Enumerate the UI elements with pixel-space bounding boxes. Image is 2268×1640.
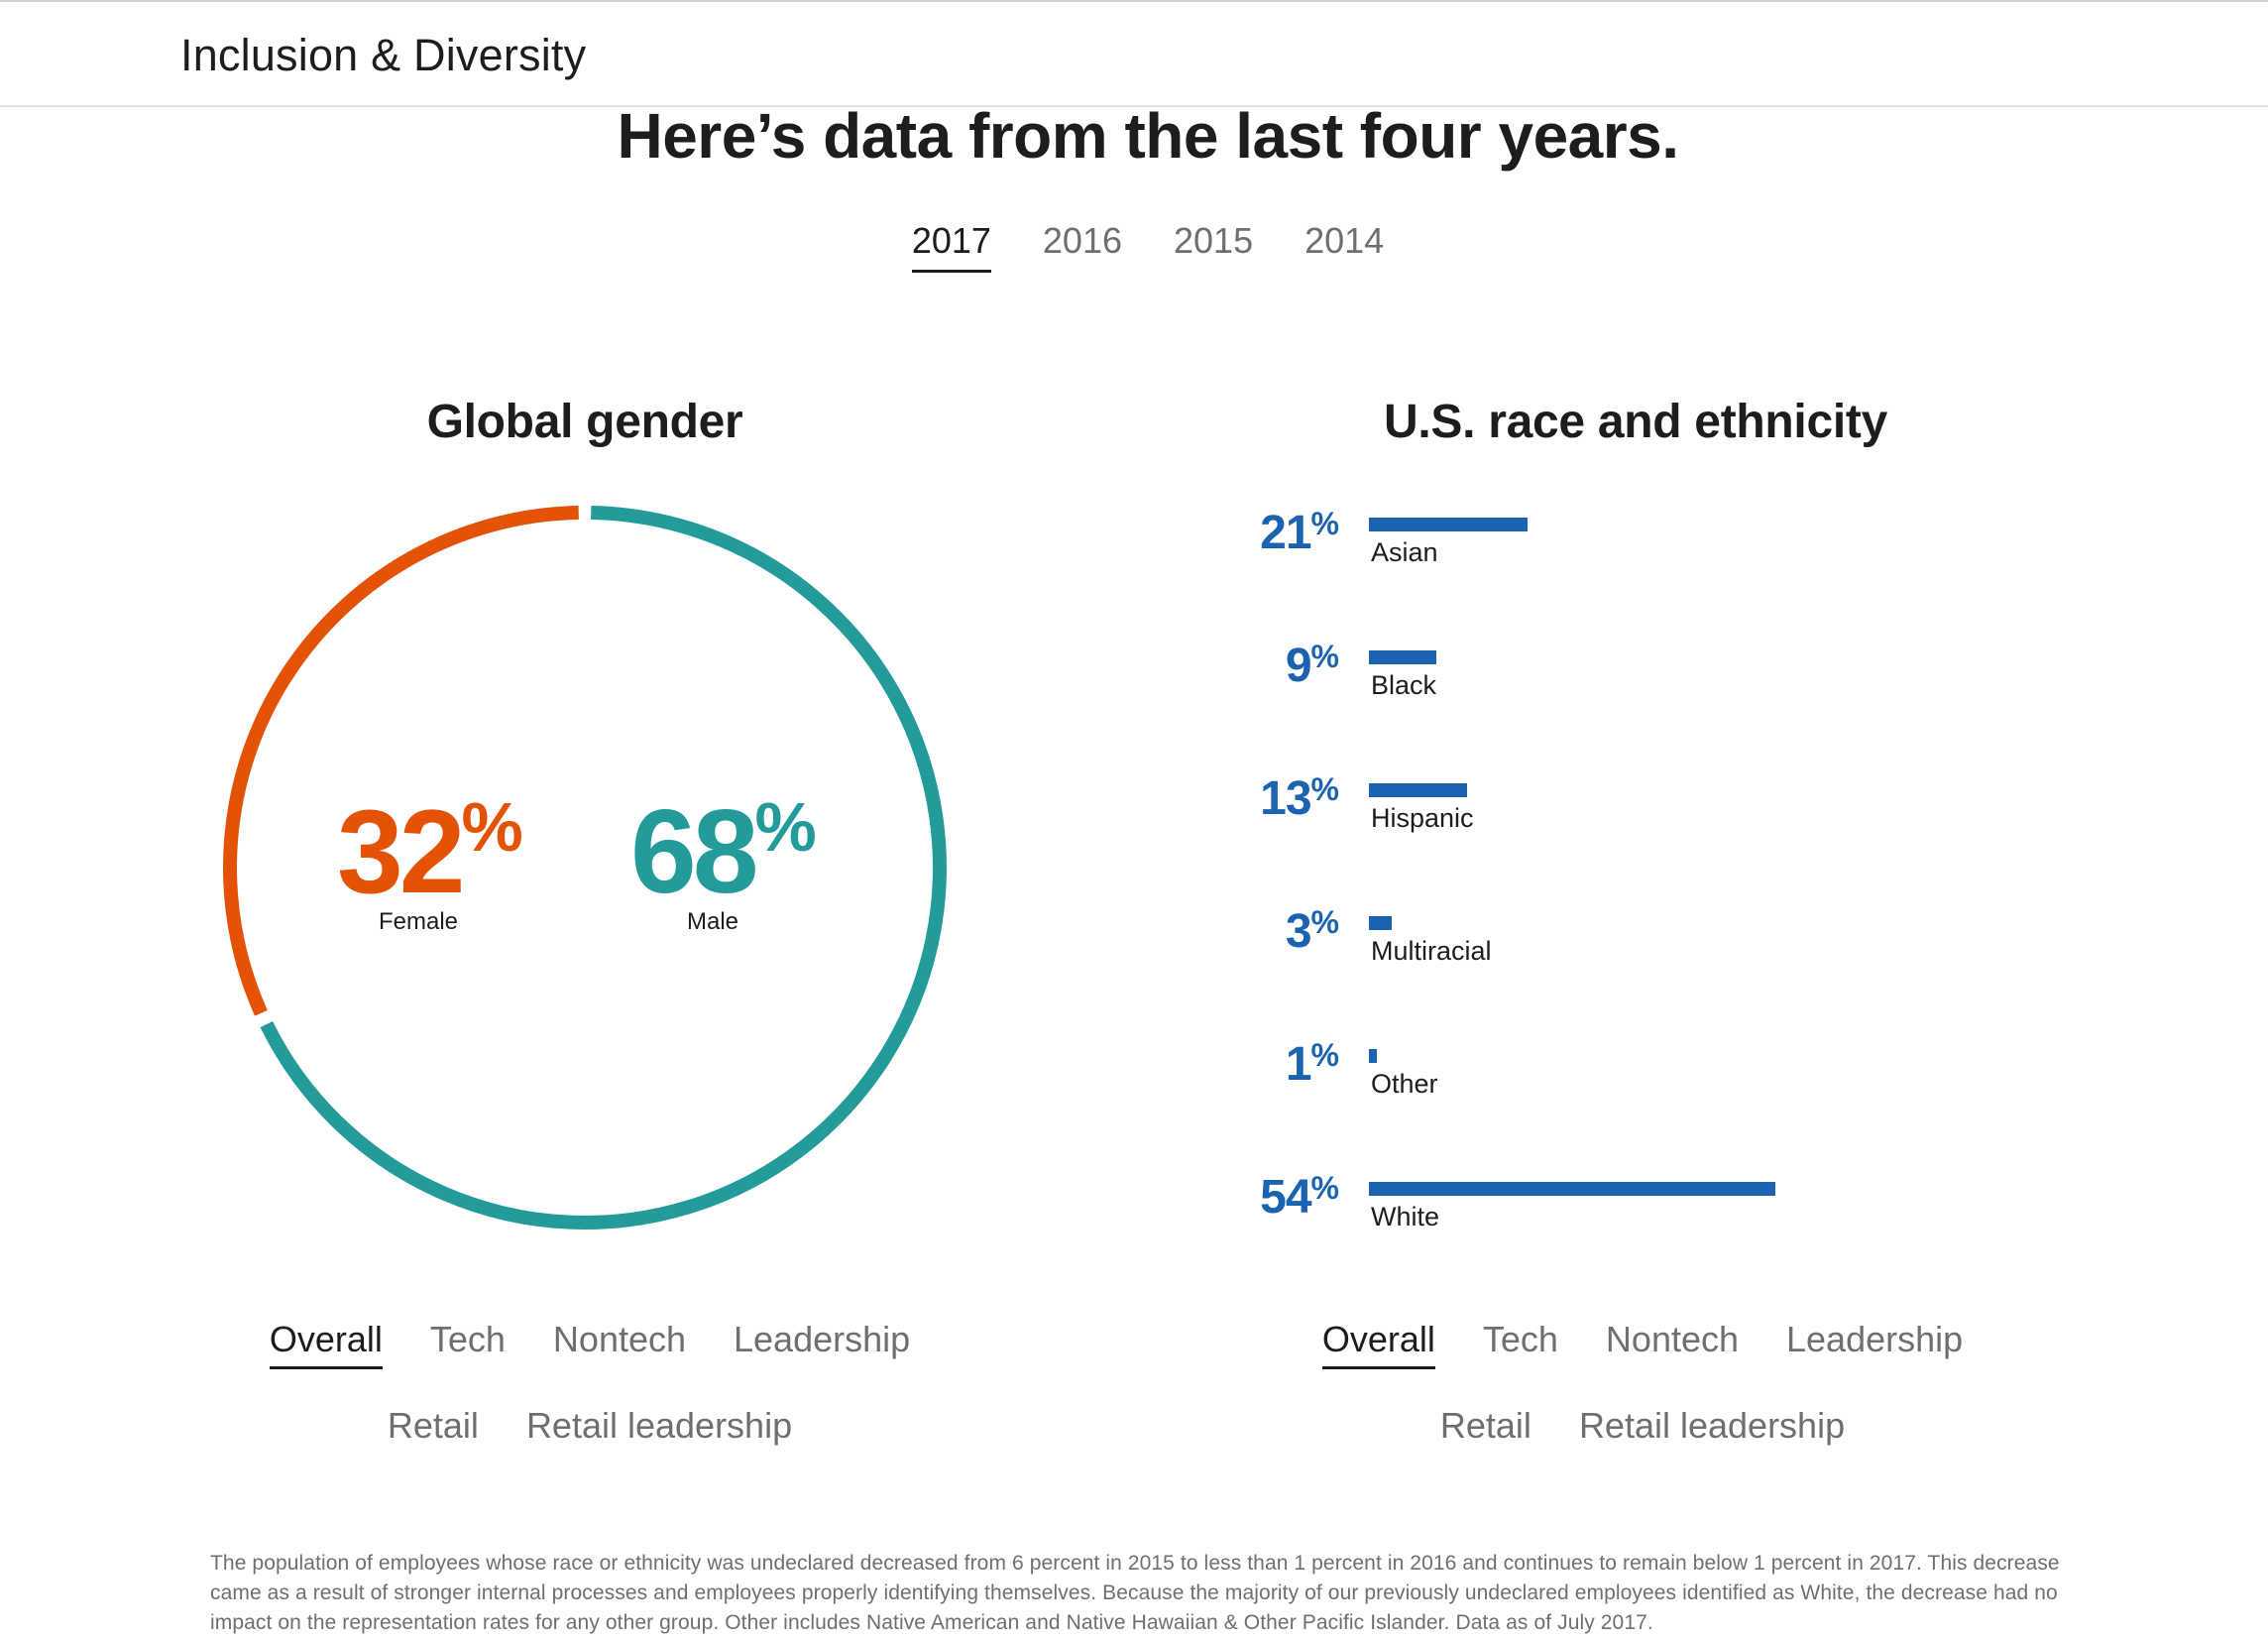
race-tab-retail[interactable]: Retail bbox=[1439, 1405, 1531, 1446]
race-category-tabs: Overall Tech Nontech Leadership Retail R… bbox=[1261, 1319, 2024, 1491]
race-row-black: 9% Black bbox=[0, 639, 2268, 728]
male-arc bbox=[260, 506, 947, 1230]
race-bar bbox=[1369, 916, 1392, 930]
top-border bbox=[0, 0, 2268, 2]
page-headline: Here’s data from the last four years. bbox=[617, 100, 1679, 172]
race-bar bbox=[1369, 1182, 1776, 1196]
year-tab-2014[interactable]: 2014 bbox=[1304, 220, 1385, 261]
male-label: Male bbox=[686, 908, 739, 935]
race-value: 54 bbox=[1260, 1171, 1311, 1224]
race-row-multiracial: 3% Multiracial bbox=[0, 904, 2268, 994]
year-tabs: 2017 2016 2015 2014 bbox=[0, 220, 2268, 273]
year-tab-2015[interactable]: 2015 bbox=[1174, 220, 1254, 261]
race-unit: % bbox=[1310, 1170, 1339, 1206]
race-row-white: 54% White bbox=[0, 1170, 2268, 1259]
gender-ring-chart bbox=[223, 506, 947, 1230]
race-tab-retail-leadership[interactable]: Retail leadership bbox=[1578, 1405, 1846, 1446]
gender-tab-leadership[interactable]: Leadership bbox=[734, 1319, 911, 1359]
race-label: Asian bbox=[1371, 537, 1438, 567]
race-label: Multiracial bbox=[1371, 936, 1492, 966]
race-percentage: 21% bbox=[1260, 506, 1339, 560]
race-unit: % bbox=[1310, 506, 1339, 541]
race-bar bbox=[1369, 650, 1437, 664]
race-value: 1 bbox=[1285, 1038, 1312, 1091]
gender-tab-nontech[interactable]: Nontech bbox=[552, 1319, 687, 1359]
race-percentage: 13% bbox=[1260, 771, 1339, 826]
gender-tab-retail[interactable]: Retail bbox=[387, 1405, 479, 1446]
local-nav: Inclusion & Diversity bbox=[0, 2, 2268, 107]
race-unit: % bbox=[1310, 904, 1339, 940]
race-value: 21 bbox=[1260, 507, 1311, 559]
female-unit: % bbox=[461, 788, 523, 866]
race-percentage: 9% bbox=[1286, 639, 1339, 693]
race-chart-title: U.S. race and ethnicity bbox=[1384, 396, 1887, 448]
female-arc bbox=[223, 506, 579, 1016]
female-label: Female bbox=[378, 908, 459, 935]
male-percentage: 68% bbox=[630, 783, 817, 920]
race-value: 3 bbox=[1285, 905, 1312, 958]
gender-tab-tech[interactable]: Tech bbox=[429, 1319, 506, 1359]
race-value: 13 bbox=[1260, 772, 1311, 825]
race-row-other: 1% Other bbox=[0, 1037, 2268, 1126]
race-percentage: 1% bbox=[1286, 1037, 1339, 1092]
race-unit: % bbox=[1310, 639, 1339, 674]
footnote: The population of employees whose race o… bbox=[210, 1552, 2060, 1634]
race-unit: % bbox=[1310, 1037, 1339, 1073]
female-percentage: 32% bbox=[337, 783, 523, 920]
race-value: 9 bbox=[1285, 640, 1312, 692]
race-tab-overall[interactable]: Overall bbox=[1321, 1319, 1435, 1369]
race-label: Black bbox=[1371, 670, 1437, 700]
race-label: White bbox=[1371, 1202, 1440, 1231]
male-unit: % bbox=[754, 788, 817, 866]
race-row-hispanic: 13% Hispanic bbox=[0, 771, 2268, 861]
male-value: 68 bbox=[630, 785, 758, 918]
race-tab-nontech[interactable]: Nontech bbox=[1605, 1319, 1740, 1359]
race-percentage: 54% bbox=[1260, 1170, 1339, 1225]
gender-tab-overall[interactable]: Overall bbox=[269, 1319, 383, 1369]
gender-tab-retail-leadership[interactable]: Retail leadership bbox=[525, 1405, 793, 1446]
race-row-asian: 21% Asian bbox=[0, 506, 2268, 595]
local-nav-title[interactable]: Inclusion & Diversity bbox=[180, 30, 587, 80]
race-label: Hispanic bbox=[1371, 803, 1474, 833]
race-tab-leadership[interactable]: Leadership bbox=[1786, 1319, 1964, 1359]
female-value: 32 bbox=[337, 785, 465, 918]
gender-chart-title: Global gender bbox=[426, 396, 743, 448]
gender-category-tabs: Overall Tech Nontech Leadership Retail R… bbox=[208, 1319, 971, 1491]
race-bar bbox=[1369, 783, 1467, 797]
race-bar bbox=[1369, 1049, 1377, 1063]
race-percentage: 3% bbox=[1286, 904, 1339, 959]
race-unit: % bbox=[1310, 771, 1339, 807]
year-tab-2017[interactable]: 2017 bbox=[911, 220, 991, 273]
year-tab-2016[interactable]: 2016 bbox=[1042, 220, 1122, 261]
race-tab-tech[interactable]: Tech bbox=[1482, 1319, 1558, 1359]
race-bar bbox=[1369, 518, 1528, 531]
race-label: Other bbox=[1371, 1069, 1438, 1099]
